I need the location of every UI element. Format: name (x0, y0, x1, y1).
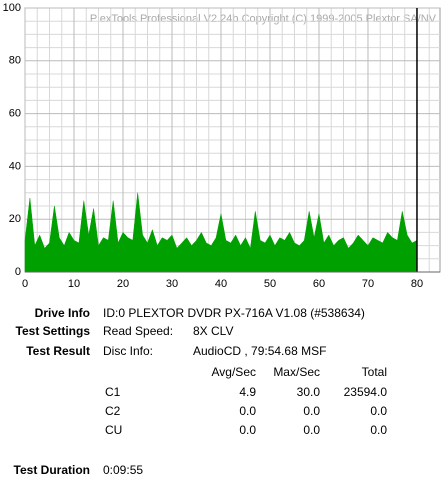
x-tick-label: 20 (117, 278, 129, 290)
label: Test Settings (15, 324, 90, 338)
key: Disc Info: (103, 344, 154, 358)
x-tick-label: 10 (68, 278, 80, 290)
column-header: Max/Sec (273, 365, 320, 379)
value: ID:0 PLEXTOR DVDR PX-716A V1.08 (#538634… (103, 306, 365, 320)
y-tick-label: 40 (9, 160, 21, 172)
column-header: Avg/Sec (211, 365, 256, 379)
x-tick-label: 80 (411, 278, 423, 290)
x-tick-label: 50 (264, 278, 276, 290)
value: AudioCD , 79:54.68 MSF (193, 344, 327, 358)
x-tick-label: 30 (166, 278, 178, 290)
y-tick-label: 80 (9, 55, 21, 67)
label: Test Duration (13, 463, 90, 477)
value: 8X CLV (193, 324, 234, 338)
cell: 0.0 (303, 404, 320, 418)
cell: 0.0 (239, 423, 256, 437)
cell: 23594.0 (343, 385, 387, 399)
row-label: C2 (105, 404, 121, 418)
column-header: Total (361, 365, 387, 379)
cell: 30.0 (296, 385, 320, 399)
cell: 0.0 (239, 404, 256, 418)
cell: 0.0 (370, 423, 387, 437)
cell: 0.0 (303, 423, 320, 437)
x-tick-label: 0 (22, 278, 28, 290)
y-tick-label: 0 (15, 266, 21, 278)
x-tick-label: 70 (362, 278, 374, 290)
cell: 4.9 (239, 385, 256, 399)
label: Test Result (26, 344, 90, 358)
label: Drive Info (34, 306, 90, 320)
row-label: CU (105, 423, 123, 437)
y-tick-label: 100 (3, 2, 21, 14)
chart: PlexTools Professional V2.24b Copyright … (3, 2, 441, 290)
area (24, 192, 418, 273)
key: Read Speed: (103, 324, 174, 338)
x-tick-label: 40 (215, 278, 227, 290)
y-tick-label: 20 (9, 213, 21, 225)
y-tick-label: 60 (9, 108, 21, 120)
x-tick-label: 60 (313, 278, 325, 290)
cell: 0.0 (370, 404, 387, 418)
row-label: C1 (105, 385, 121, 399)
watermark: PlexTools Professional V2.24b Copyright … (90, 13, 437, 25)
value: 0:09:55 (103, 463, 144, 477)
